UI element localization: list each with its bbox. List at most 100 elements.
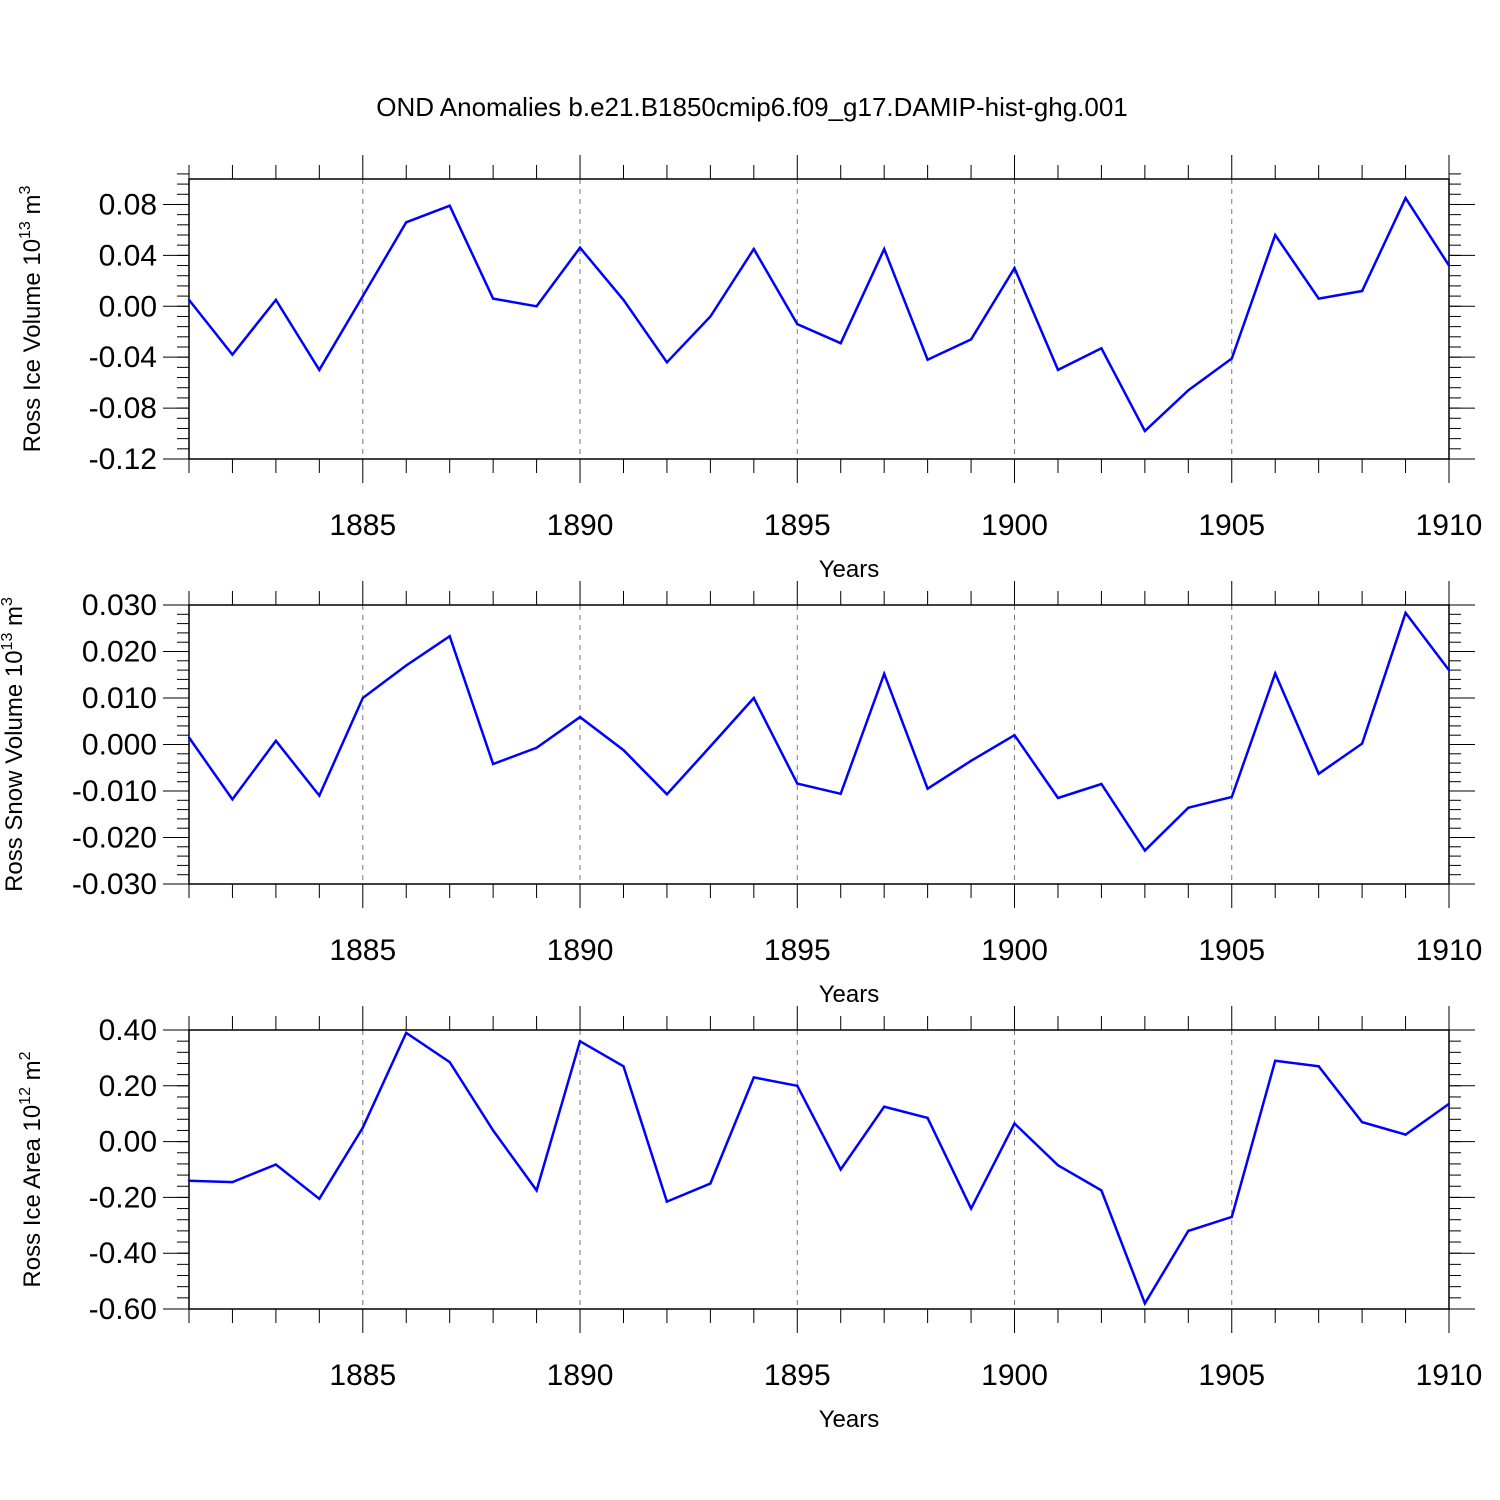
series-line bbox=[188, 1030, 1450, 1307]
data-point bbox=[665, 361, 669, 364]
y-tick-label: -0.08 bbox=[89, 392, 157, 425]
data-point bbox=[535, 305, 538, 308]
x-tick-label: 1890 bbox=[547, 509, 614, 542]
data-point bbox=[926, 358, 929, 361]
data-point bbox=[969, 759, 973, 762]
data-point bbox=[622, 748, 625, 752]
y-tick-label: 0.08 bbox=[99, 188, 157, 221]
y-tick-label: 0.010 bbox=[82, 682, 157, 715]
data-point bbox=[1187, 1229, 1190, 1233]
data-point bbox=[274, 1163, 278, 1166]
data-point bbox=[318, 794, 321, 797]
data-point bbox=[405, 664, 408, 667]
data-point bbox=[1317, 772, 1320, 775]
data-point bbox=[448, 634, 451, 638]
y-axis-label: Ross Ice Area 1012 m2 bbox=[17, 1051, 46, 1287]
y-axis-label: Ross Snow Volume 1013 m3 bbox=[0, 597, 28, 892]
data-point bbox=[1013, 734, 1016, 737]
y-tick-label: 0.00 bbox=[99, 1126, 157, 1159]
x-tick-label: 1895 bbox=[764, 509, 831, 542]
y-tick-label: -0.010 bbox=[72, 775, 157, 808]
data-point bbox=[839, 792, 842, 795]
data-point bbox=[1317, 297, 1320, 300]
x-axis-label: Years bbox=[819, 556, 880, 583]
data-point bbox=[361, 294, 364, 298]
data-point bbox=[405, 1031, 408, 1034]
x-tick-label: 1885 bbox=[329, 1359, 396, 1392]
data-point bbox=[752, 1076, 756, 1079]
data-point bbox=[969, 1207, 973, 1210]
x-tick-label: 1890 bbox=[547, 1359, 614, 1392]
panels: 0.08 0.04 0.00 -0.04 -0.08 -0.12 1885 1890 1895 1… bbox=[0, 155, 1482, 1433]
x-tick-label: 1905 bbox=[1198, 934, 1265, 967]
x-tick-label: 1900 bbox=[981, 509, 1048, 542]
data-point bbox=[535, 746, 538, 749]
x-tick-label: 1905 bbox=[1198, 1359, 1265, 1392]
data-point bbox=[796, 782, 799, 785]
y-axis-label-exp: 13 bbox=[0, 633, 16, 651]
y-tick-label: -0.20 bbox=[89, 1181, 157, 1214]
data-point bbox=[1100, 782, 1103, 786]
data-point bbox=[1404, 611, 1407, 615]
data-point bbox=[1404, 196, 1407, 200]
data-point bbox=[622, 1065, 625, 1068]
data-point bbox=[1317, 1065, 1320, 1068]
data-point bbox=[1143, 849, 1147, 852]
data-point bbox=[1360, 289, 1364, 293]
data-point bbox=[796, 322, 799, 326]
panel-2: 0.030 0.020 0.010 0.000 -0.010 -0.020 -0.030 18… bbox=[0, 581, 1482, 1008]
x-tick-label: 1890 bbox=[547, 934, 614, 967]
y-tick-label: 0.030 bbox=[82, 589, 157, 622]
y-tick-label: -0.04 bbox=[89, 341, 157, 374]
data-point bbox=[578, 715, 582, 719]
data-point bbox=[622, 298, 625, 302]
data-point bbox=[448, 204, 451, 207]
data-point bbox=[187, 736, 191, 739]
data-point bbox=[709, 315, 712, 318]
data-point bbox=[926, 1116, 929, 1120]
data-point bbox=[1187, 806, 1190, 809]
x-tick-label: 1910 bbox=[1416, 509, 1483, 542]
data-point bbox=[491, 1129, 495, 1132]
y-axis-label-unit-exp: 3 bbox=[0, 597, 16, 606]
data-point bbox=[1230, 795, 1233, 799]
data-point bbox=[578, 1039, 582, 1043]
plot-frame bbox=[188, 1029, 1450, 1310]
data-point bbox=[1230, 1215, 1233, 1219]
data-point bbox=[405, 221, 408, 224]
y-tick-label: -0.60 bbox=[89, 1293, 157, 1326]
data-point bbox=[882, 672, 886, 676]
plot-frame bbox=[188, 178, 1450, 460]
y-axis-label-main: Ross Ice Volume 10 bbox=[19, 239, 46, 452]
x-tick-label: 1895 bbox=[764, 1359, 831, 1392]
data-point bbox=[665, 1200, 669, 1203]
x-tick-label: 1910 bbox=[1416, 934, 1483, 967]
data-point bbox=[535, 1189, 538, 1192]
data-point bbox=[1056, 1164, 1060, 1167]
data-point bbox=[187, 298, 191, 302]
data-point bbox=[882, 247, 886, 251]
data-point bbox=[1404, 1133, 1407, 1136]
x-tick-label: 1900 bbox=[981, 934, 1048, 967]
data-point bbox=[361, 1126, 364, 1129]
data-point bbox=[274, 739, 278, 742]
series-line bbox=[188, 195, 1451, 434]
y-tick-label: -0.020 bbox=[72, 822, 157, 855]
x-tick-label: 1905 bbox=[1198, 509, 1265, 542]
panel-3: 0.40 0.20 0.00 -0.20 -0.40 -0.60 1885 1890 1895 1… bbox=[17, 1006, 1482, 1433]
y-axis-label-exp: 13 bbox=[17, 221, 34, 239]
y-axis-label-unit-exp: 3 bbox=[17, 185, 34, 194]
data-point bbox=[882, 1105, 886, 1108]
data-point bbox=[1274, 672, 1277, 675]
data-point bbox=[1013, 266, 1016, 270]
y-tick-label: 0.40 bbox=[99, 1014, 157, 1047]
y-tick-label: 0.20 bbox=[99, 1070, 157, 1103]
x-tick-label: 1910 bbox=[1416, 1359, 1483, 1392]
x-axis-label: Years bbox=[819, 981, 880, 1008]
data-point bbox=[1447, 1102, 1451, 1106]
figure-title: OND Anomalies b.e21.B1850cmip6.f09_g17.D… bbox=[376, 92, 1128, 122]
data-point bbox=[1056, 368, 1060, 372]
data-point bbox=[926, 787, 929, 790]
data-point bbox=[187, 1179, 191, 1182]
y-tick-label: -0.40 bbox=[89, 1237, 157, 1270]
